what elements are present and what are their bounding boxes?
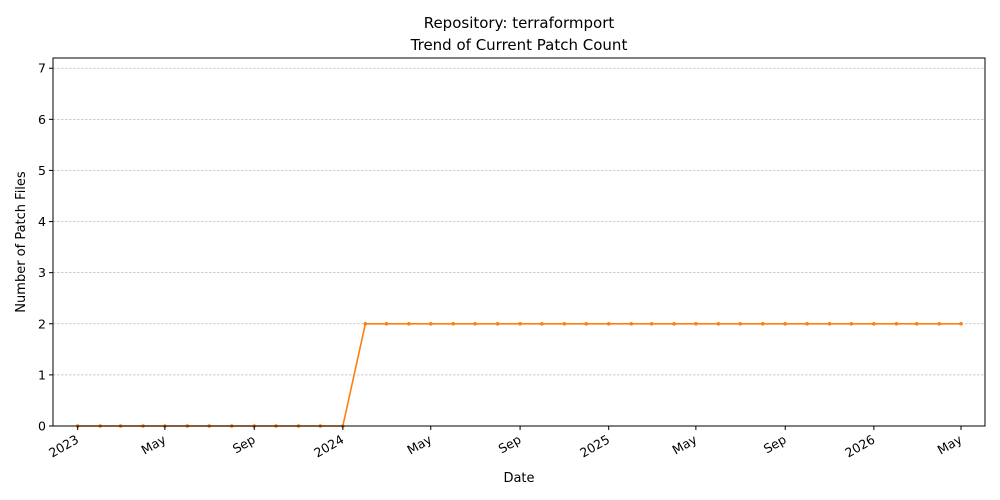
y-tick-label: 5 (38, 163, 46, 178)
x-tick-label: 2026 (842, 432, 877, 461)
data-point (428, 321, 433, 326)
y-tick-label: 3 (38, 265, 46, 280)
x-tick-label: 2024 (311, 432, 346, 461)
data-point (849, 321, 854, 326)
plot-frame (52, 57, 986, 427)
data-point (495, 321, 500, 326)
data-point (540, 321, 544, 326)
x-tick-label: Sep (496, 432, 524, 457)
x-tick-label: May (404, 431, 434, 457)
data-point (407, 321, 411, 326)
data-point (629, 321, 634, 326)
data-point (959, 321, 963, 326)
chart-subtitle: Trend of Current Patch Count (410, 36, 628, 54)
data-point (384, 321, 389, 326)
y-axis: 0 1 2 3 4 5 6 7 (38, 61, 53, 434)
y-gridlines (53, 67, 985, 376)
data-point (363, 321, 368, 326)
x-tick-label: May (670, 431, 700, 457)
data-point (738, 321, 742, 326)
chart-title: Repository: terraformport (424, 14, 615, 32)
data-point (760, 321, 765, 326)
y-tick-label: 1 (38, 367, 46, 382)
y-tick-label: 7 (38, 61, 46, 76)
data-point (827, 321, 832, 326)
x-axis-label: Date (503, 471, 534, 486)
data-point (894, 321, 899, 326)
y-tick-label: 0 (38, 419, 46, 434)
data-point (473, 321, 477, 326)
data-point (649, 321, 654, 326)
x-tick-label: May (935, 431, 965, 457)
data-point (805, 321, 809, 326)
x-tick-label: May (138, 431, 168, 457)
x-tick-label: 2025 (577, 432, 612, 461)
data-point (694, 321, 698, 326)
data-point (606, 321, 611, 326)
data-point (562, 321, 567, 326)
x-tick-label: Sep (761, 432, 789, 457)
data-point (584, 321, 588, 326)
y-tick-label: 6 (38, 112, 46, 127)
y-tick-label: 2 (38, 316, 46, 331)
x-tick-label: 2023 (46, 432, 81, 461)
data-point (672, 321, 676, 326)
data-point (937, 321, 942, 326)
data-point (716, 321, 721, 326)
x-tick-label: Sep (230, 432, 258, 457)
data-point (783, 321, 788, 326)
y-axis-label: Number of Patch Files (14, 171, 29, 313)
data-point (451, 321, 456, 326)
data-point (914, 321, 919, 326)
x-axis: 2023 May Sep 2024 May Sep 2025 May Sep 2026 May (46, 426, 965, 461)
data-point (518, 321, 522, 326)
y-tick-label: 4 (38, 214, 46, 229)
data-point (872, 321, 876, 326)
